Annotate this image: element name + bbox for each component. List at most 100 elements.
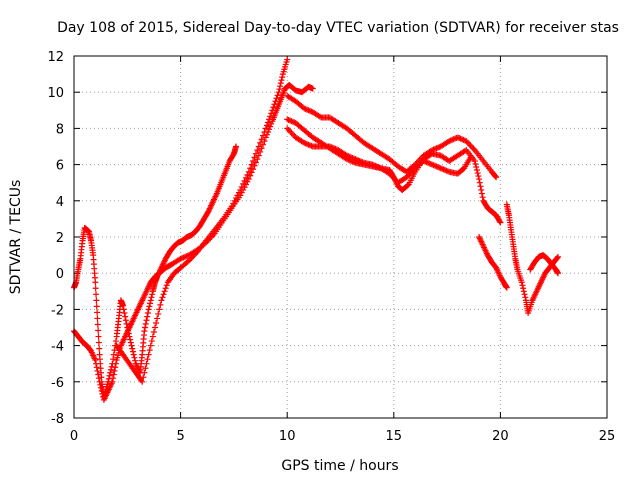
y-tick-label: -8 bbox=[51, 412, 64, 427]
data-point bbox=[94, 309, 101, 316]
data-point bbox=[250, 166, 257, 173]
data-point bbox=[140, 374, 147, 381]
data-point bbox=[97, 381, 104, 388]
data-point bbox=[238, 183, 245, 190]
series-track-2 bbox=[71, 81, 316, 403]
data-point bbox=[475, 173, 482, 180]
data-point bbox=[92, 357, 99, 364]
data-point bbox=[142, 324, 149, 331]
data-point bbox=[106, 372, 113, 379]
data-point bbox=[112, 338, 119, 345]
data-point bbox=[473, 164, 480, 171]
data-point bbox=[121, 310, 128, 317]
data-point bbox=[95, 375, 102, 382]
data-point bbox=[257, 139, 264, 146]
data-point bbox=[241, 177, 248, 184]
data-point bbox=[237, 186, 244, 193]
data-point bbox=[105, 375, 112, 382]
data-point bbox=[493, 174, 500, 181]
x-tick-label: 5 bbox=[176, 429, 184, 444]
data-point bbox=[476, 176, 483, 183]
data-point bbox=[93, 291, 100, 298]
data-point bbox=[279, 74, 286, 81]
data-point bbox=[110, 371, 117, 378]
data-point bbox=[284, 56, 291, 63]
data-point bbox=[162, 285, 169, 292]
data-point bbox=[254, 147, 261, 154]
data-point bbox=[274, 92, 281, 99]
data-point bbox=[240, 180, 247, 187]
y-tick-label: 6 bbox=[56, 159, 64, 174]
series-track-6 bbox=[284, 125, 474, 186]
data-point bbox=[150, 329, 157, 336]
data-point bbox=[266, 126, 273, 133]
series-track-1 bbox=[71, 143, 240, 400]
data-point bbox=[154, 315, 161, 322]
y-tick-label: 12 bbox=[47, 50, 64, 65]
plot-frame bbox=[73, 55, 608, 419]
y-tick-label: -2 bbox=[51, 303, 64, 318]
data-point bbox=[252, 150, 259, 157]
data-point bbox=[248, 169, 255, 176]
data-point bbox=[474, 170, 481, 177]
data-point bbox=[93, 297, 100, 304]
data-point bbox=[245, 176, 252, 183]
data-point bbox=[269, 107, 276, 114]
data-point bbox=[108, 363, 115, 370]
series-track-7 bbox=[476, 234, 510, 291]
data-point bbox=[96, 378, 103, 385]
data-point bbox=[309, 85, 316, 92]
y-axis-ticks: -8 -6 -4 -2 0 2 4 6 8 10 12 bbox=[47, 50, 607, 427]
data-point bbox=[132, 357, 139, 364]
data-point bbox=[122, 313, 129, 320]
data-point bbox=[130, 351, 137, 358]
data-point bbox=[277, 83, 284, 90]
data-point bbox=[95, 333, 102, 340]
y-tick-label: -4 bbox=[51, 340, 64, 355]
data-point bbox=[147, 342, 154, 349]
data-point bbox=[476, 179, 483, 186]
data-point bbox=[276, 86, 283, 93]
data-point bbox=[158, 297, 165, 304]
data-point bbox=[144, 313, 151, 320]
data-point bbox=[163, 282, 170, 289]
data-point bbox=[145, 351, 152, 358]
data-point bbox=[271, 101, 278, 108]
series-track-3 bbox=[113, 56, 291, 385]
data-point bbox=[497, 219, 504, 226]
data-point bbox=[251, 154, 258, 161]
data-point bbox=[149, 333, 156, 340]
data-point bbox=[233, 143, 240, 150]
data-point bbox=[277, 80, 284, 87]
data-point bbox=[492, 173, 499, 180]
data-point bbox=[141, 328, 148, 335]
data-point bbox=[92, 285, 99, 292]
data-point bbox=[266, 116, 273, 123]
data-point bbox=[157, 301, 164, 308]
data-point bbox=[503, 284, 510, 291]
y-tick-label: 0 bbox=[56, 267, 64, 282]
data-point bbox=[247, 165, 254, 172]
data-point bbox=[110, 356, 117, 363]
data-point bbox=[258, 136, 265, 143]
data-point bbox=[245, 168, 252, 175]
data-point bbox=[148, 338, 155, 345]
data-point bbox=[156, 306, 163, 313]
data-point bbox=[478, 186, 485, 193]
data-point bbox=[155, 310, 162, 317]
data-point bbox=[98, 384, 105, 391]
data-point bbox=[160, 291, 167, 298]
data-point bbox=[107, 366, 114, 373]
data-point bbox=[94, 321, 101, 328]
data-point bbox=[109, 378, 116, 385]
data-points bbox=[71, 56, 561, 403]
data-point bbox=[131, 354, 138, 361]
data-point bbox=[107, 369, 114, 376]
x-tick-label: 15 bbox=[386, 429, 403, 444]
data-point bbox=[518, 279, 525, 286]
data-point bbox=[98, 387, 105, 394]
data-point bbox=[278, 77, 285, 84]
data-point bbox=[231, 197, 238, 204]
data-point bbox=[148, 294, 155, 301]
